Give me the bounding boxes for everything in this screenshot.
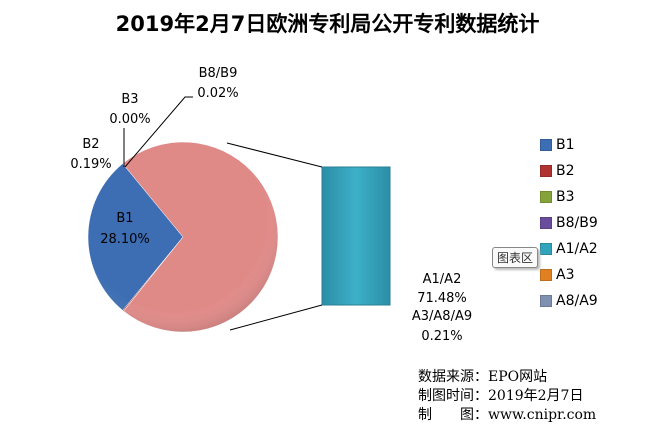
chart-area[interactable]: 2019年2月7日欧洲专利局公开专利数据统计 B128.10%B20.19%B3… [0, 0, 655, 448]
date-line: 制图时间：2019年2月7日 [418, 387, 596, 406]
label-b3-value: 0.00% [109, 112, 150, 127]
legend-swatch [540, 295, 552, 307]
label-a3-a8-a9-value: 0.21% [421, 329, 462, 344]
legend-swatch [540, 139, 552, 151]
legend-label: B1 [556, 137, 575, 153]
label-b2-value: 0.19% [70, 157, 111, 172]
label-b8-b9-name: B8/B9 [199, 66, 238, 81]
legend-label: A8/A9 [556, 293, 598, 309]
legend-label: A1/A2 [556, 241, 598, 257]
legend-swatch [540, 217, 552, 229]
label-b2-name: B2 [82, 137, 99, 152]
legend-item: A8/A9 [540, 288, 598, 314]
tooltip: 图表区 [492, 247, 538, 268]
label-b8-b9-value: 0.02% [197, 86, 238, 101]
label-a1-a2-value: 71.48% [417, 291, 467, 306]
label-b1-name: B1 [116, 211, 133, 226]
legend-label: B8/B9 [556, 215, 598, 231]
legend-item: A1/A2 [540, 236, 598, 262]
legend-item: A3 [540, 262, 598, 288]
bar-segment-a1-a2 [322, 167, 390, 305]
legend-item: B3 [540, 184, 598, 210]
source-line: 数据来源：EPO网站 [418, 368, 596, 387]
legend-label: A3 [556, 267, 574, 283]
legend-item: B2 [540, 158, 598, 184]
legend-label: B2 [556, 163, 575, 179]
legend-swatch [540, 165, 552, 177]
legend: B1 B2 B3 B8/B9 A1/A2 A3 A8/A9 [540, 132, 598, 314]
legend-swatch [540, 269, 552, 281]
legend-item: B1 [540, 132, 598, 158]
label-b3-name: B3 [121, 92, 138, 107]
source-note: 数据来源：EPO网站 制图时间：2019年2月7日 制 图：www.cnipr.… [418, 368, 596, 425]
legend-label: B3 [556, 189, 575, 205]
author-line: 制 图：www.cnipr.com [418, 406, 596, 425]
label-a1-a2-name: A1/A2 [423, 272, 462, 287]
legend-item: B8/B9 [540, 210, 598, 236]
label-b1-value: 28.10% [100, 232, 150, 247]
legend-swatch [540, 191, 552, 203]
label-a3-a8-a9-name: A3/A8/A9 [412, 309, 472, 324]
legend-swatch [540, 243, 552, 255]
